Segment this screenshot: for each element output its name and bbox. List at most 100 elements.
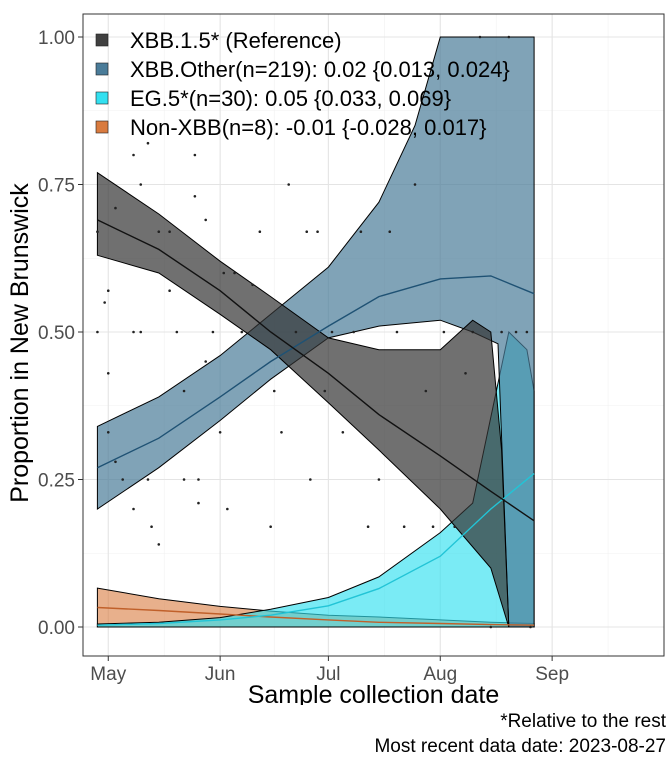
data-point bbox=[269, 525, 272, 528]
data-point bbox=[280, 431, 283, 434]
x-tick-label: May bbox=[90, 664, 126, 685]
data-point bbox=[294, 330, 298, 334]
data-point bbox=[316, 230, 319, 233]
data-point bbox=[182, 389, 186, 393]
data-point bbox=[233, 271, 236, 275]
band-xbb-1-5-reference bbox=[96, 171, 535, 628]
data-point bbox=[514, 330, 518, 334]
data-point bbox=[395, 330, 399, 334]
data-point bbox=[182, 478, 186, 481]
data-point bbox=[341, 431, 345, 434]
data-point bbox=[114, 460, 117, 464]
x-tick-label: Sep bbox=[535, 664, 569, 685]
legend-key-eg-5-n-30-0-05-0-033-0-0 bbox=[95, 91, 109, 105]
data-point bbox=[132, 507, 135, 511]
data-point bbox=[114, 206, 117, 210]
data-point bbox=[258, 230, 262, 233]
data-point bbox=[272, 389, 276, 393]
data-point bbox=[453, 525, 456, 528]
data-point bbox=[402, 525, 406, 528]
data-point bbox=[106, 431, 110, 434]
data-point bbox=[132, 330, 135, 334]
data-point bbox=[305, 230, 309, 233]
data-point bbox=[204, 218, 207, 222]
data-point bbox=[218, 431, 222, 434]
data-point bbox=[240, 330, 244, 334]
data-point bbox=[193, 195, 197, 198]
data-point bbox=[106, 289, 110, 293]
data-point bbox=[157, 543, 161, 546]
data-point bbox=[413, 183, 417, 186]
data-point bbox=[442, 330, 446, 334]
chart: May Jun Jul Aug Sep 0.00 0.25 0.50 0.75 1.00 Samp… bbox=[6, 13, 665, 705]
fit-lines bbox=[97, 219, 535, 626]
data-point bbox=[431, 525, 435, 528]
data-point bbox=[103, 301, 106, 304]
data-point bbox=[500, 330, 503, 334]
data-point bbox=[146, 478, 150, 481]
data-point bbox=[323, 389, 327, 393]
data-point bbox=[251, 283, 254, 287]
data-point bbox=[377, 478, 381, 481]
legend-label: XBB.Other(n=219): 0.02 {0.013, 0.024} bbox=[130, 57, 510, 82]
data-point bbox=[96, 330, 99, 334]
y-tick-label: 0.00 bbox=[38, 618, 75, 639]
data-point bbox=[139, 330, 143, 334]
x-tick-label: Jun bbox=[205, 664, 236, 685]
legend-label: EG.5*(n=30): 0.05 {0.033, 0.069} bbox=[130, 86, 451, 111]
data-point bbox=[226, 507, 229, 511]
data-point bbox=[388, 230, 392, 233]
data-point bbox=[366, 525, 370, 528]
data-point bbox=[175, 330, 179, 334]
data-point bbox=[489, 625, 493, 629]
panel-border bbox=[82, 13, 665, 657]
legend-key-non-xbb-n-8-0-01-0-028-0 bbox=[95, 120, 109, 134]
data-point bbox=[106, 372, 110, 375]
data-point bbox=[150, 525, 153, 528]
data-point bbox=[471, 330, 475, 334]
legend-key-xbb-1-5-reference bbox=[95, 33, 109, 47]
data-point bbox=[139, 183, 143, 186]
y-axis-title: Proportion in New Brunswick bbox=[6, 183, 34, 503]
data-point bbox=[424, 389, 428, 393]
data-point bbox=[352, 330, 355, 334]
data-point bbox=[157, 230, 161, 233]
y-tick-label: 0.25 bbox=[38, 471, 75, 492]
data-point bbox=[287, 183, 290, 186]
data-point bbox=[204, 360, 207, 363]
data-point bbox=[146, 141, 150, 145]
caption-recent-date: Most recent data date: 2023-08-27 bbox=[374, 736, 666, 757]
data-point bbox=[222, 271, 226, 275]
data-point bbox=[121, 478, 124, 481]
data-point bbox=[507, 35, 511, 39]
legend-key-xbb-other-n-219-0-02-0-0 bbox=[95, 62, 109, 76]
axes: May Jun Jul Aug Sep 0.00 0.25 0.50 0.75 1.00 bbox=[38, 28, 569, 685]
data-point bbox=[197, 501, 200, 505]
data-point bbox=[132, 153, 135, 157]
caption-relative-note: *Relative to the rest bbox=[500, 711, 666, 732]
data-point bbox=[464, 372, 467, 375]
y-tick-label: 1.00 bbox=[38, 28, 75, 49]
data-point bbox=[529, 625, 532, 629]
x-axis-title: Sample collection date bbox=[248, 681, 500, 705]
data-points bbox=[96, 35, 532, 629]
data-point bbox=[211, 330, 215, 334]
x-tick-label: Jul bbox=[316, 664, 340, 685]
fit-line-non-xbb-n-8-0-01-0-028-0 bbox=[97, 606, 535, 626]
legend-label: XBB.1.5* (Reference) bbox=[130, 28, 342, 53]
data-point bbox=[193, 153, 197, 157]
fit-line-xbb-other-n-219-0-02-0-0 bbox=[97, 275, 535, 469]
fit-line-eg-5-n-30-0-05-0-033-0-0 bbox=[97, 473, 535, 626]
x-tick-label: Aug bbox=[423, 664, 457, 685]
y-tick-label: 0.75 bbox=[38, 176, 75, 197]
data-point bbox=[330, 330, 334, 334]
legend-label: Non-XBB(n=8): -0.01 {-0.028, 0.017} bbox=[130, 115, 487, 140]
data-point bbox=[359, 230, 363, 233]
legend: XBB.1.5* (Reference) XBB.Other(n=219): 0.… bbox=[95, 28, 510, 140]
ci-bands bbox=[96, 36, 535, 628]
data-point bbox=[197, 478, 200, 481]
data-point bbox=[168, 289, 171, 293]
data-point bbox=[478, 35, 482, 39]
data-point bbox=[96, 230, 99, 233]
fit-line-xbb-1-5-reference bbox=[97, 219, 535, 522]
